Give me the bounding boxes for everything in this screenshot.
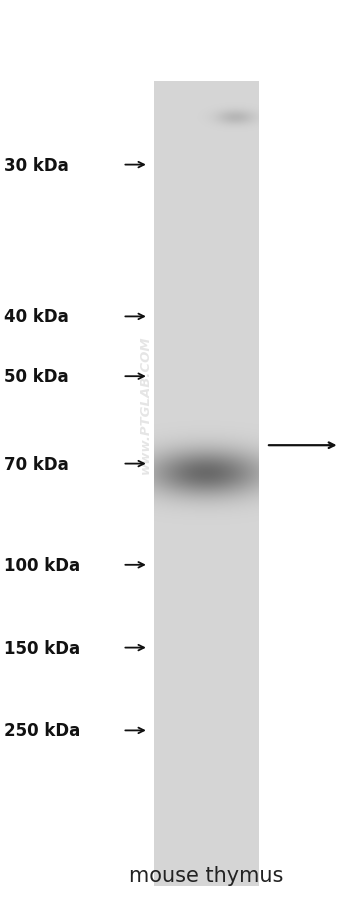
Text: www.PTGLAB.COM: www.PTGLAB.COM	[139, 335, 152, 473]
Text: 40 kDa: 40 kDa	[4, 308, 68, 326]
Text: 250 kDa: 250 kDa	[4, 721, 80, 740]
Text: 150 kDa: 150 kDa	[4, 639, 80, 657]
Text: 50 kDa: 50 kDa	[4, 368, 68, 386]
Text: 30 kDa: 30 kDa	[4, 156, 68, 175]
Text: 70 kDa: 70 kDa	[4, 455, 68, 473]
Text: mouse thymus: mouse thymus	[129, 865, 284, 885]
Text: 100 kDa: 100 kDa	[4, 556, 80, 574]
